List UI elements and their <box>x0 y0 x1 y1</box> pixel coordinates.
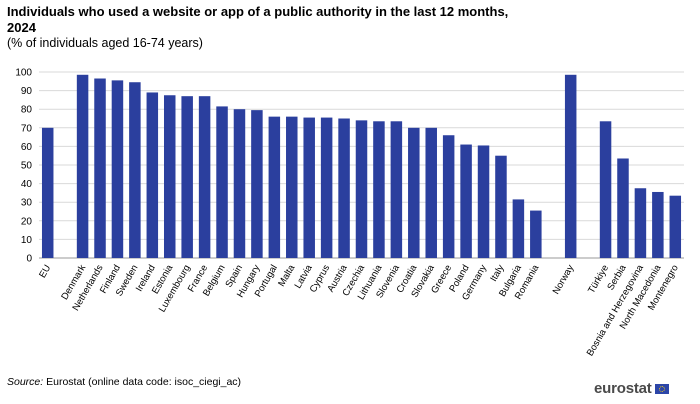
x-axis: EU DenmarkNetherlandsFinlandSwedenIreland… <box>37 262 681 358</box>
x-tick-label: EU <box>37 263 53 280</box>
bar <box>129 82 141 258</box>
bar <box>111 80 124 259</box>
bar <box>233 109 246 258</box>
bar <box>76 74 89 258</box>
x-tick-label: Türkiye <box>586 263 611 295</box>
y-tick-label: 50 <box>21 161 33 172</box>
bar <box>669 195 682 258</box>
bar <box>338 118 350 258</box>
y-tick-label: 0 <box>26 254 32 265</box>
y-tick-label: 20 <box>21 216 33 227</box>
y-tick-label: 70 <box>21 123 33 134</box>
bar <box>251 110 263 258</box>
y-tick-label: 90 <box>21 86 33 97</box>
bars <box>41 74 682 259</box>
bar <box>425 127 437 258</box>
chart-title: Individuals who used a website or app of… <box>7 4 509 35</box>
bar <box>146 92 159 259</box>
bar <box>355 120 368 258</box>
bar <box>303 117 315 258</box>
bar <box>460 144 472 258</box>
source-text: Eurostat (online data code: isoc_ciegi_a… <box>46 376 242 388</box>
bar <box>94 78 106 258</box>
source-note: Source: Eurostat (online data code: isoc… <box>7 376 241 388</box>
bar <box>512 199 525 258</box>
eu-flag-icon <box>654 384 669 394</box>
y-tick-label: 10 <box>21 235 33 246</box>
y-tick-label: 30 <box>21 198 33 209</box>
bar <box>634 188 647 258</box>
chart-subtitle: (% of individuals aged 16-74 years) <box>7 36 203 50</box>
bar <box>652 191 664 258</box>
bar <box>408 127 420 258</box>
bar <box>599 121 612 258</box>
bar <box>530 210 542 258</box>
y-tick-label: 40 <box>21 179 33 190</box>
bar <box>495 155 507 258</box>
y-tick-label: 60 <box>21 142 33 153</box>
bar <box>181 96 193 259</box>
x-tick-label: Norway <box>551 263 577 297</box>
bar <box>390 121 403 258</box>
bar <box>442 135 455 258</box>
bar <box>286 116 298 258</box>
bar <box>268 116 281 258</box>
bar <box>320 117 333 258</box>
logo-text: eurostat <box>594 379 652 397</box>
bar <box>198 96 211 259</box>
eurostat-logo: eurostat <box>594 379 669 397</box>
y-tick-label: 100 <box>15 68 32 79</box>
bar <box>373 121 385 258</box>
bar <box>163 95 176 258</box>
bar <box>41 127 54 258</box>
bar <box>564 74 577 258</box>
bar <box>617 158 629 258</box>
y-tick-label: 80 <box>21 105 33 116</box>
bar <box>216 106 228 258</box>
bar <box>477 145 490 258</box>
y-axis: 0 10 20 30 40 50 60 70 80 90 100 <box>15 68 32 265</box>
source-label: Source: <box>7 376 44 388</box>
